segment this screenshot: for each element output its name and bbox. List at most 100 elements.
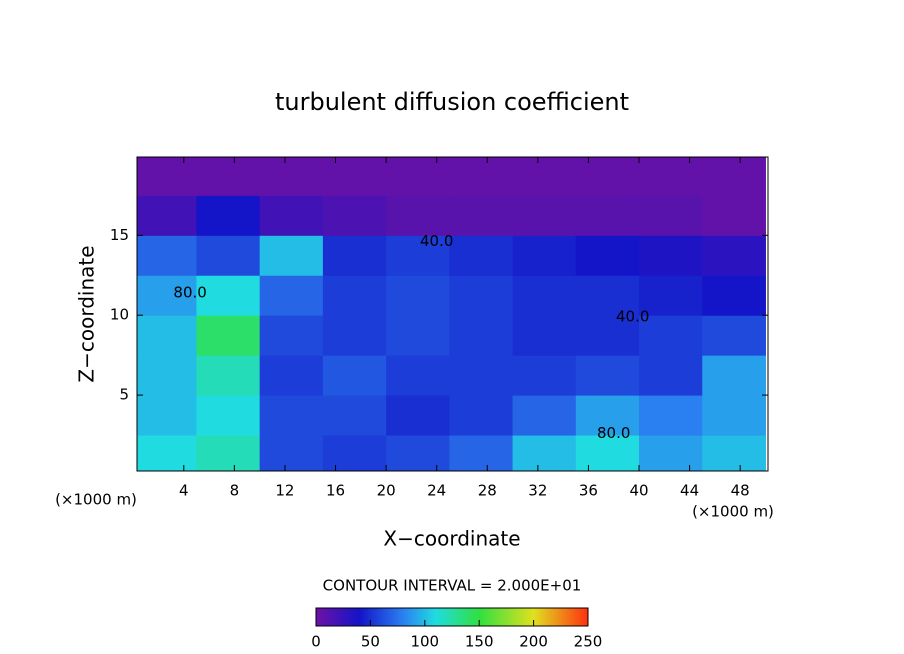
x-tick-label: 4 — [179, 482, 189, 500]
heatmap-cell — [702, 315, 766, 356]
y-tick-label: 10 — [110, 306, 129, 324]
heatmap-cell — [575, 355, 640, 396]
heatmap-cell — [259, 235, 324, 276]
heatmap-cell — [259, 355, 324, 396]
heatmap-cell — [196, 195, 261, 236]
heatmap-cell — [512, 435, 577, 471]
heatmap-cell — [449, 315, 514, 356]
heatmap-cell — [259, 157, 324, 196]
colorbar-tick-label: 0 — [311, 633, 321, 651]
x-tick-label: 20 — [377, 482, 396, 500]
x-tick-label: 16 — [326, 482, 345, 500]
heatmap-cell — [449, 395, 514, 436]
heatmap-cell — [702, 435, 766, 471]
heatmap-cell — [386, 435, 450, 471]
colorbar-tick-label: 200 — [519, 633, 548, 651]
x-tick-label: 40 — [629, 482, 648, 500]
colorbar-tick-label: 100 — [410, 633, 439, 651]
heatmap-cell — [449, 435, 514, 471]
heatmap-cell — [512, 195, 577, 236]
heatmap-cell — [639, 157, 703, 196]
x-unit-label: (×1000 m) — [692, 503, 774, 521]
x-tick-label: 48 — [731, 482, 750, 500]
heatmap-cell — [322, 395, 387, 436]
heatmap-cell — [386, 235, 450, 276]
contour-label: 80.0 — [173, 283, 206, 301]
heatmap-cell — [575, 395, 640, 436]
heatmap-cell — [639, 435, 703, 471]
heatmap-cell — [449, 157, 514, 196]
contour-label: 40.0 — [420, 232, 453, 250]
heatmap-cell — [639, 355, 703, 396]
x-tick-label: 28 — [478, 482, 497, 500]
heatmap — [137, 157, 766, 471]
colorbar — [315, 607, 589, 627]
x-tick-label: 44 — [680, 482, 699, 500]
heatmap-cell — [322, 195, 387, 236]
heatmap-cell — [702, 195, 766, 236]
heatmap-cell — [196, 435, 261, 471]
heatmap-cell — [386, 355, 450, 396]
heatmap-cell — [449, 355, 514, 396]
heatmap-cell — [575, 315, 640, 356]
heatmap-cell — [259, 395, 324, 436]
chart-title: turbulent diffusion coefficient — [275, 88, 629, 116]
y-unit-label: (×1000 m) — [55, 491, 137, 509]
heatmap-cell — [639, 195, 703, 236]
heatmap-cell — [575, 157, 640, 196]
y-axis-label: Z−coordinate — [75, 245, 99, 382]
heatmap-cell — [137, 275, 197, 316]
heatmap-cell — [137, 235, 197, 276]
heatmap-cell — [386, 315, 450, 356]
contour-label: 80.0 — [597, 424, 630, 442]
heatmap-cell — [137, 435, 197, 471]
heatmap-cell — [512, 355, 577, 396]
y-tick-label: 5 — [119, 386, 129, 404]
x-axis-label: X−coordinate — [383, 527, 520, 551]
heatmap-cell — [449, 235, 514, 276]
heatmap-cell — [196, 275, 261, 316]
x-tick-label: 8 — [230, 482, 240, 500]
heatmap-cell — [702, 395, 766, 436]
colorbar-tick-label: 150 — [465, 633, 494, 651]
heatmap-cell — [702, 355, 766, 396]
heatmap-cell — [322, 435, 387, 471]
heatmap-cell — [512, 315, 577, 356]
heatmap-cell — [639, 235, 703, 276]
heatmap-cell — [639, 315, 703, 356]
heatmap-cell — [322, 315, 387, 356]
x-tick-label: 12 — [275, 482, 294, 500]
x-tick-label: 24 — [427, 482, 446, 500]
heatmap-cell — [702, 235, 766, 276]
colorbar-label: CONTOUR INTERVAL = 2.000E+01 — [323, 577, 582, 595]
colorbar-tick-label: 50 — [361, 633, 380, 651]
heatmap-cell — [702, 157, 766, 196]
x-tick-label: 32 — [528, 482, 547, 500]
heatmap-cell — [196, 355, 261, 396]
heatmap-cell — [512, 275, 577, 316]
heatmap-cell — [137, 157, 197, 196]
heatmap-cell — [196, 315, 261, 356]
heatmap-cell — [259, 435, 324, 471]
heatmap-cell — [386, 195, 450, 236]
heatmap-cell — [449, 275, 514, 316]
heatmap-cell — [386, 275, 450, 316]
heatmap-cell — [639, 275, 703, 316]
heatmap-cell — [137, 355, 197, 396]
heatmap-cell — [575, 235, 640, 276]
heatmap-cell — [259, 275, 324, 316]
heatmap-cell — [196, 157, 261, 196]
heatmap-cell — [575, 435, 640, 471]
plot-frame — [136, 156, 769, 472]
heatmap-cell — [137, 395, 197, 436]
heatmap-cell — [386, 157, 450, 196]
heatmap-cell — [137, 315, 197, 356]
heatmap-cell — [322, 355, 387, 396]
contour-label: 40.0 — [616, 307, 649, 325]
heatmap-cell — [512, 235, 577, 276]
y-tick-label: 15 — [110, 226, 129, 244]
heatmap-cell — [512, 395, 577, 436]
heatmap-cell — [575, 275, 640, 316]
heatmap-cell — [196, 395, 261, 436]
